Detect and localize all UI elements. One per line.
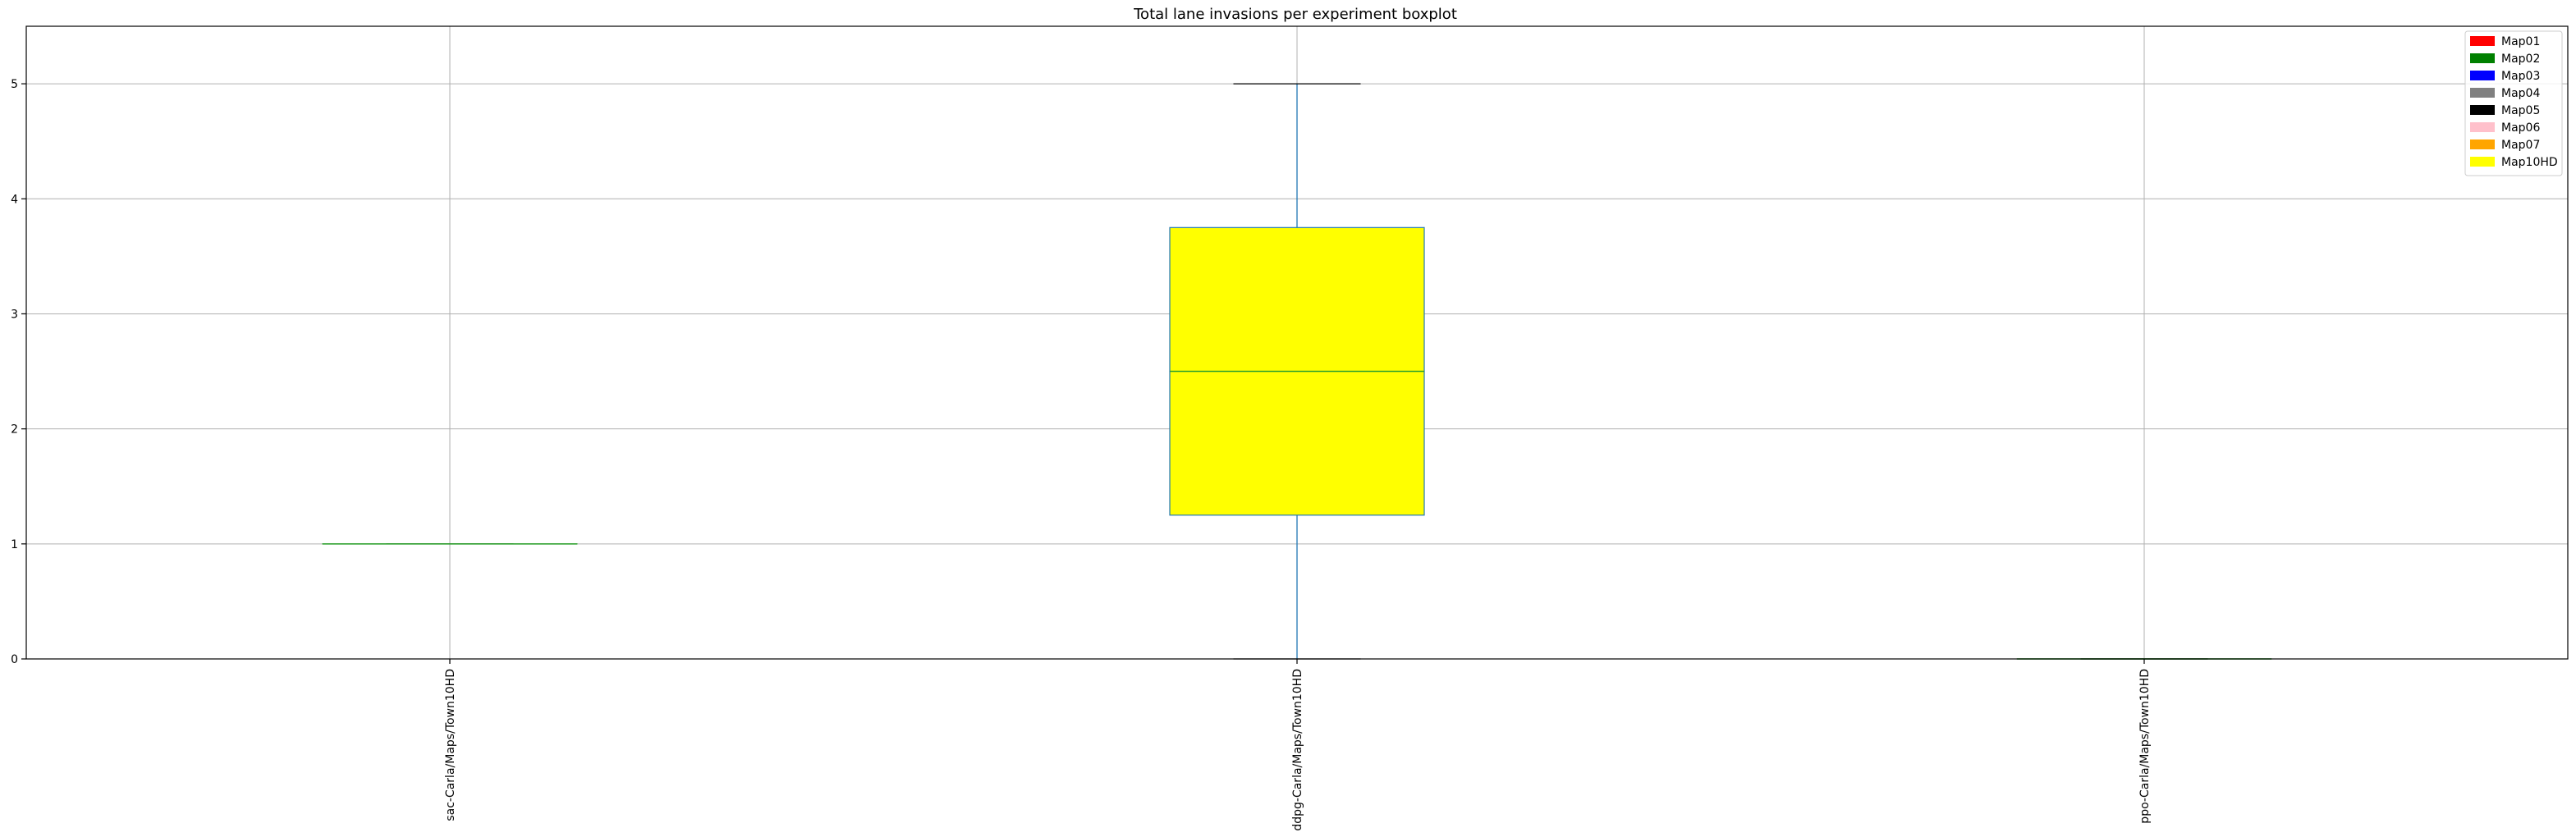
legend-swatch <box>2470 36 2495 46</box>
legend-swatch <box>2470 53 2495 63</box>
chart-title: Total lane invasions per experiment boxp… <box>1133 6 1457 23</box>
legend-label: Map02 <box>2501 53 2540 66</box>
x-tick-label: sac-Carla/Maps/Town10HD <box>444 669 457 821</box>
x-tick-label: ppo-Carla/Maps/Town10HD <box>2138 669 2152 824</box>
legend-label: Map06 <box>2501 121 2540 135</box>
x-tick-label: ddpg-Carla/Maps/Town10HD <box>1291 669 1304 831</box>
legend-label: Map05 <box>2501 104 2540 117</box>
y-tick-label: 4 <box>11 193 18 206</box>
legend-swatch <box>2470 71 2495 80</box>
y-tick-label: 1 <box>11 538 18 551</box>
y-tick-label: 2 <box>11 423 18 437</box>
boxes <box>322 83 2272 660</box>
legend-swatch <box>2470 157 2495 167</box>
legend-label: Map03 <box>2501 70 2540 83</box>
legend-label: Map07 <box>2501 139 2540 152</box>
legend-swatch <box>2470 88 2495 98</box>
legend-swatch <box>2470 122 2495 132</box>
legend-label: Map04 <box>2501 87 2540 100</box>
y-tick-label: 5 <box>11 78 18 91</box>
axis-ticks: 0 1 2 3 4 5 sac-Carla/Maps/Town10HD ddpg-Carla/… <box>11 78 2152 831</box>
legend-swatch <box>2470 105 2495 115</box>
legend: Map01 Map02 Map03 Map04 Map05 Map06 Map07 Map10… <box>2464 30 2563 176</box>
legend-swatch <box>2470 140 2495 149</box>
y-tick-label: 0 <box>11 653 18 666</box>
y-tick-label: 3 <box>11 308 18 321</box>
legend-label: Map01 <box>2501 35 2540 48</box>
legend-label: Map10HD <box>2501 156 2558 169</box>
